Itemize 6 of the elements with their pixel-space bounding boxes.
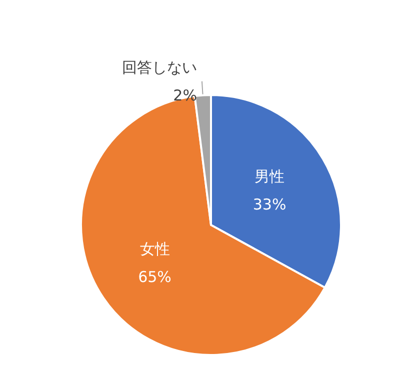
slice-label: 女性 [140, 240, 170, 258]
data-label: 33% [252, 195, 286, 214]
slice-label: 男性 [254, 167, 285, 186]
data-label: 2% [173, 86, 197, 104]
data-label: 65% [138, 268, 172, 286]
slice-label: 回答しない [122, 58, 197, 76]
